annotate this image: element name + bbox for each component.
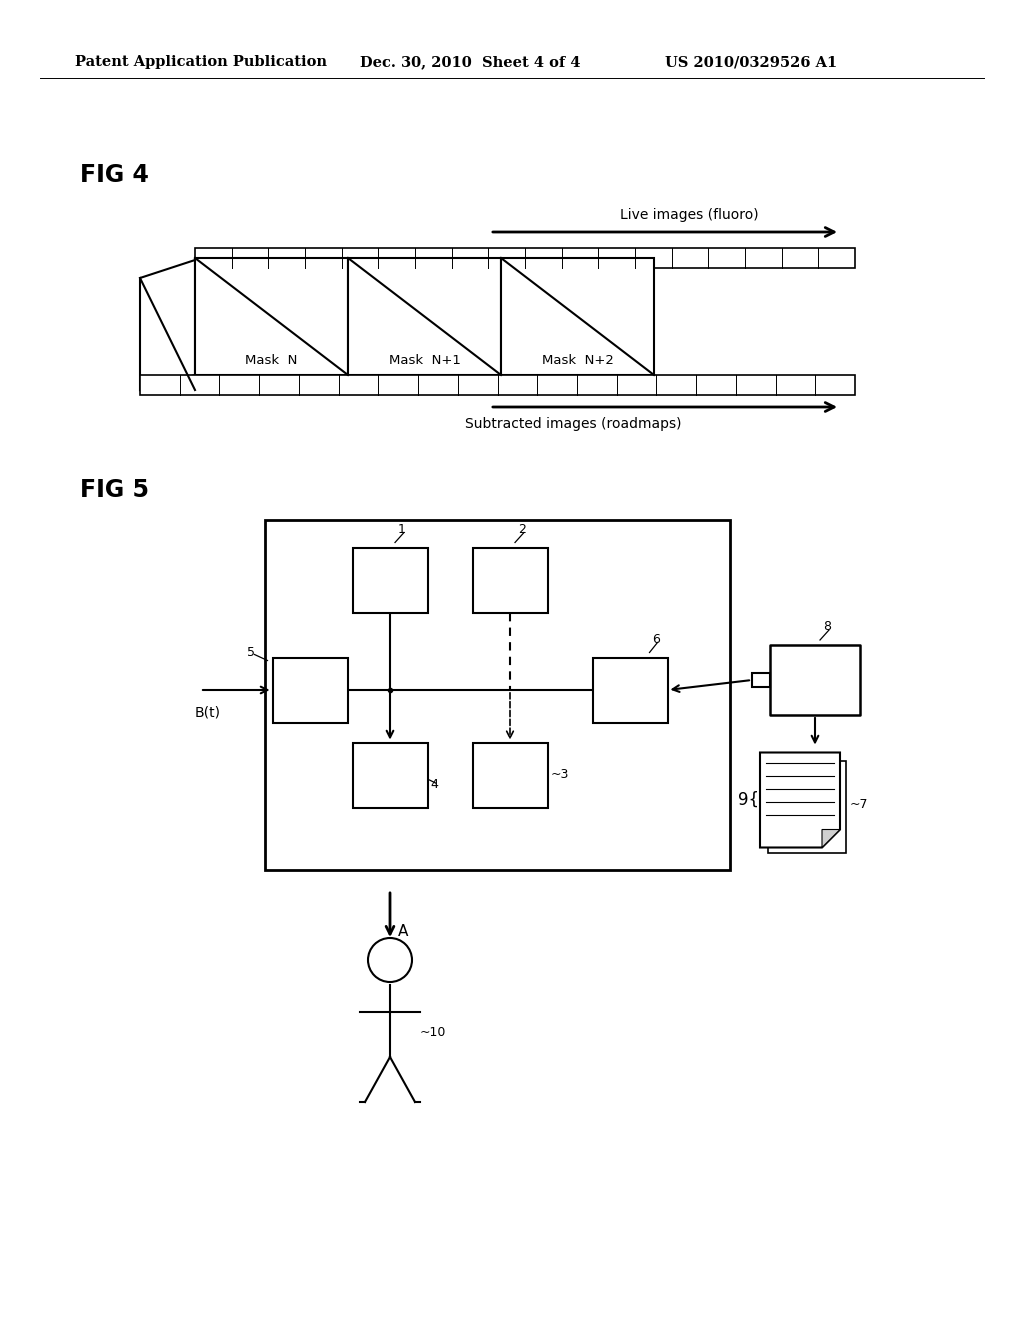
- Polygon shape: [768, 760, 846, 853]
- Text: Mask  N: Mask N: [246, 354, 298, 367]
- Bar: [501, 257, 654, 375]
- Text: A: A: [398, 924, 409, 940]
- Circle shape: [368, 939, 412, 982]
- Bar: [348, 257, 501, 375]
- Text: ~7: ~7: [850, 799, 868, 812]
- Text: 4: 4: [430, 779, 438, 792]
- Text: 5: 5: [248, 645, 256, 659]
- Text: ~3: ~3: [551, 768, 569, 781]
- Text: Subtracted images (roadmaps): Subtracted images (roadmaps): [465, 417, 682, 432]
- Text: B(t): B(t): [195, 705, 221, 719]
- Text: ~10: ~10: [420, 1026, 446, 1039]
- Bar: [770, 645, 860, 715]
- Bar: [195, 248, 855, 268]
- Polygon shape: [760, 752, 840, 847]
- Text: Live images (fluoro): Live images (fluoro): [620, 209, 759, 222]
- Text: FIG 4: FIG 4: [80, 162, 148, 187]
- Polygon shape: [822, 829, 840, 847]
- Text: FIG 5: FIG 5: [80, 478, 150, 502]
- Bar: [140, 375, 855, 395]
- Bar: [195, 257, 348, 375]
- Bar: [265, 520, 730, 870]
- Text: 6: 6: [652, 634, 660, 645]
- Bar: [272, 657, 347, 722]
- Bar: [352, 742, 427, 808]
- Text: Mask  N+1: Mask N+1: [388, 354, 461, 367]
- Text: 8: 8: [823, 620, 831, 634]
- Bar: [593, 657, 668, 722]
- Text: 9{: 9{: [738, 791, 759, 809]
- Text: 1: 1: [398, 523, 406, 536]
- Text: Mask  N+2: Mask N+2: [542, 354, 613, 367]
- Text: Dec. 30, 2010  Sheet 4 of 4: Dec. 30, 2010 Sheet 4 of 4: [360, 55, 581, 69]
- Bar: [352, 548, 427, 612]
- Bar: [752, 673, 770, 686]
- Text: Patent Application Publication: Patent Application Publication: [75, 55, 327, 69]
- Bar: [472, 548, 548, 612]
- Bar: [472, 742, 548, 808]
- Polygon shape: [140, 260, 195, 389]
- Text: US 2010/0329526 A1: US 2010/0329526 A1: [665, 55, 838, 69]
- Text: 2: 2: [518, 523, 526, 536]
